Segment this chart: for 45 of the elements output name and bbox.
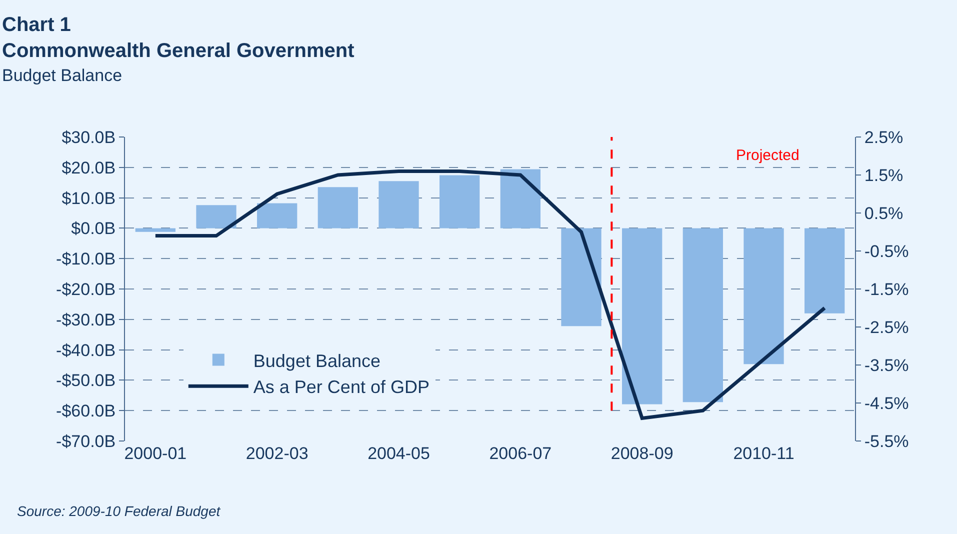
x-tick-label: 2010-11 bbox=[733, 444, 794, 463]
ref-line-label: Projected bbox=[736, 147, 800, 164]
y2-tick-label: 1.5% bbox=[864, 166, 904, 185]
y-tick-label: -$10.0B bbox=[56, 250, 116, 269]
y-tick-label: $0.0B bbox=[71, 219, 116, 238]
y-tick-label: -$60.0B bbox=[56, 402, 116, 421]
x-tick-label: 2002-03 bbox=[246, 444, 308, 463]
bar bbox=[440, 175, 480, 228]
bar bbox=[378, 181, 419, 228]
chart-subtitle: Budget Balance bbox=[2, 66, 122, 85]
y-tick-label: -$50.0B bbox=[56, 371, 116, 390]
y-tick-label: $30.0B bbox=[62, 128, 116, 147]
y-tick-label: $10.0B bbox=[62, 188, 116, 208]
y-tick-label: -$30.0B bbox=[56, 310, 116, 330]
y2-tick-label: -2.5% bbox=[864, 318, 909, 337]
bar bbox=[500, 169, 540, 228]
y-tick-label: -$40.0B bbox=[56, 340, 116, 360]
source-note: Source: 2009-10 Federal Budget bbox=[17, 503, 222, 519]
y-tick-label: -$70.0B bbox=[56, 432, 116, 451]
y2-tick-label: 0.5% bbox=[864, 204, 904, 223]
y2-tick-label: -4.5% bbox=[864, 394, 909, 413]
bar bbox=[135, 228, 176, 232]
legend-label: As a Per Cent of GDP bbox=[253, 377, 430, 398]
bar bbox=[682, 228, 723, 402]
bar bbox=[561, 228, 602, 326]
bar bbox=[196, 205, 236, 228]
line-series bbox=[154, 169, 826, 420]
y-tick-label: $20.0B bbox=[62, 158, 116, 178]
x-tick-label: 2000-01 bbox=[124, 444, 187, 463]
y-tick-label: -$20.0B bbox=[56, 280, 116, 299]
y2-tick-label: -0.5% bbox=[864, 242, 909, 261]
bar bbox=[318, 187, 358, 228]
x-tick-label: 2006-07 bbox=[489, 444, 552, 463]
chart-title: Chart 1 Commonwealth General Government bbox=[2, 14, 355, 62]
bar bbox=[622, 228, 662, 404]
bar bbox=[804, 228, 845, 314]
y2-tick-label: -5.5% bbox=[864, 432, 909, 451]
bar bbox=[257, 203, 298, 228]
x-tick-label: 2004-05 bbox=[368, 444, 430, 463]
bar bbox=[744, 228, 784, 364]
y2-tick-label: -1.5% bbox=[864, 280, 909, 299]
y2-tick-label: 2.5% bbox=[864, 128, 904, 147]
x-tick-label: 2008-09 bbox=[610, 444, 674, 463]
legend-label: Budget Balance bbox=[253, 350, 381, 371]
y2-tick-label: -3.5% bbox=[864, 356, 909, 375]
